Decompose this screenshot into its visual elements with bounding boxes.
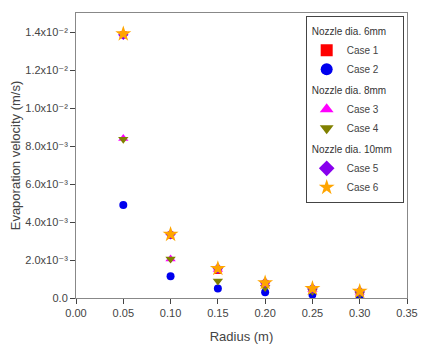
svg-text:Radius (m): Radius (m): [210, 329, 274, 344]
svg-text:0.25: 0.25: [302, 307, 323, 319]
svg-text:0.35: 0.35: [396, 307, 417, 319]
svg-text:Nozzle dia. 8mm: Nozzle dia. 8mm: [312, 85, 386, 96]
svg-text:Evaporation velocity (m/s): Evaporation velocity (m/s): [8, 81, 23, 231]
svg-text:4.0x10⁻³: 4.0x10⁻³: [25, 216, 68, 228]
svg-text:0.20: 0.20: [254, 307, 275, 319]
svg-text:1.0x10⁻²: 1.0x10⁻²: [25, 102, 68, 114]
svg-text:Nozzle dia. 10mm: Nozzle dia. 10mm: [312, 144, 392, 155]
svg-text:Case 5: Case 5: [347, 163, 379, 174]
svg-text:6.0x10⁻³: 6.0x10⁻³: [25, 178, 68, 190]
svg-text:0.15: 0.15: [207, 307, 228, 319]
svg-text:2.0x10⁻³: 2.0x10⁻³: [25, 254, 68, 266]
svg-text:Case 3: Case 3: [347, 104, 379, 115]
svg-text:0.00: 0.00: [65, 307, 86, 319]
svg-text:Case 6: Case 6: [347, 182, 379, 193]
svg-text:0.0: 0.0: [53, 292, 68, 304]
svg-text:1.4x10⁻²: 1.4x10⁻²: [25, 26, 68, 38]
svg-text:Nozzle dia. 6mm: Nozzle dia. 6mm: [312, 26, 386, 37]
svg-text:8.0x10⁻³: 8.0x10⁻³: [25, 140, 68, 152]
svg-text:1.2x10⁻²: 1.2x10⁻²: [25, 64, 68, 76]
svg-text:0.05: 0.05: [113, 307, 134, 319]
svg-text:Case 4: Case 4: [347, 123, 379, 134]
svg-text:0.30: 0.30: [349, 307, 370, 319]
svg-text:Case 2: Case 2: [347, 64, 379, 75]
svg-text:0.10: 0.10: [160, 307, 181, 319]
svg-text:Case 1: Case 1: [347, 45, 379, 56]
